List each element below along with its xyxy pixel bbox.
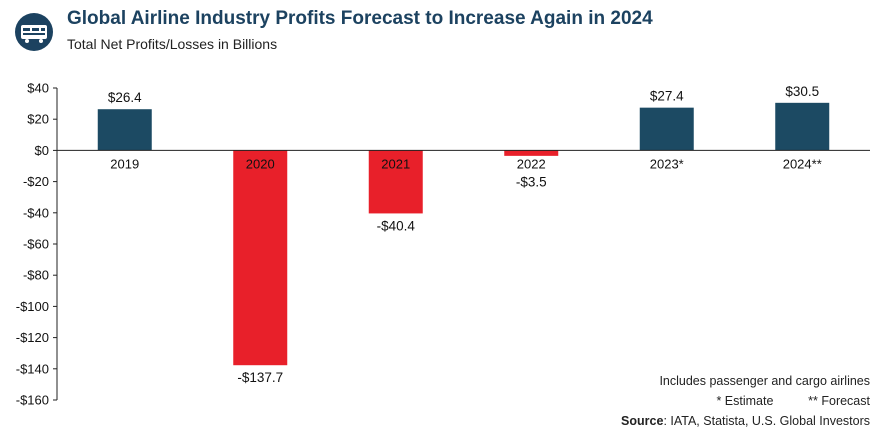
y-tick-label: $40 (27, 81, 49, 96)
notes-line: Includes passenger and cargo airlines (659, 374, 870, 388)
estimate-note: * Estimate (716, 394, 774, 408)
source-text: : IATA, Statista, U.S. Global Investors (663, 414, 870, 428)
y-tick-label: -$40 (23, 205, 49, 220)
notes-legend-row: * Estimate ** Forecast (621, 391, 870, 411)
x-tick-label: 2020 (246, 156, 275, 171)
x-tick-label: 2019 (110, 156, 139, 171)
x-tick-label: 2021 (381, 156, 410, 171)
chart-notes: Includes passenger and cargo airlines * … (621, 371, 870, 431)
forecast-note: ** Forecast (808, 394, 870, 408)
x-tick-label: 2024** (783, 156, 822, 171)
source-label: Source (621, 414, 664, 428)
y-tick-label: -$160 (16, 393, 49, 408)
y-tick-label: -$140 (16, 361, 49, 376)
bar (775, 102, 830, 151)
data-label: $26.4 (108, 90, 142, 105)
y-tick-label: -$20 (23, 174, 49, 189)
data-label: $30.5 (785, 84, 819, 99)
y-tick-label: -$120 (16, 330, 49, 345)
y-tick-label: -$100 (16, 299, 49, 314)
bar (368, 150, 423, 214)
bar (639, 107, 694, 151)
bar (504, 150, 559, 156)
x-tick-label: 2023* (650, 156, 684, 171)
y-tick-label: $20 (27, 112, 49, 127)
y-tick-label: $0 (35, 143, 49, 158)
y-tick-label: -$60 (23, 237, 49, 252)
bar (233, 150, 288, 366)
globe-logo-icon (15, 13, 53, 51)
data-label: -$137.7 (237, 370, 283, 385)
source-line: Source: IATA, Statista, U.S. Global Inve… (621, 411, 870, 431)
data-label: -$40.4 (377, 218, 416, 233)
bar (97, 109, 152, 151)
x-tick-label: 2022 (517, 156, 546, 171)
chart-subtitle: Total Net Profits/Losses in Billions (67, 36, 278, 52)
data-label: -$3.5 (516, 174, 547, 189)
y-tick-label: -$80 (23, 268, 49, 283)
chart-title: Global Airline Industry Profits Forecast… (67, 8, 653, 29)
data-label: $27.4 (650, 89, 684, 104)
